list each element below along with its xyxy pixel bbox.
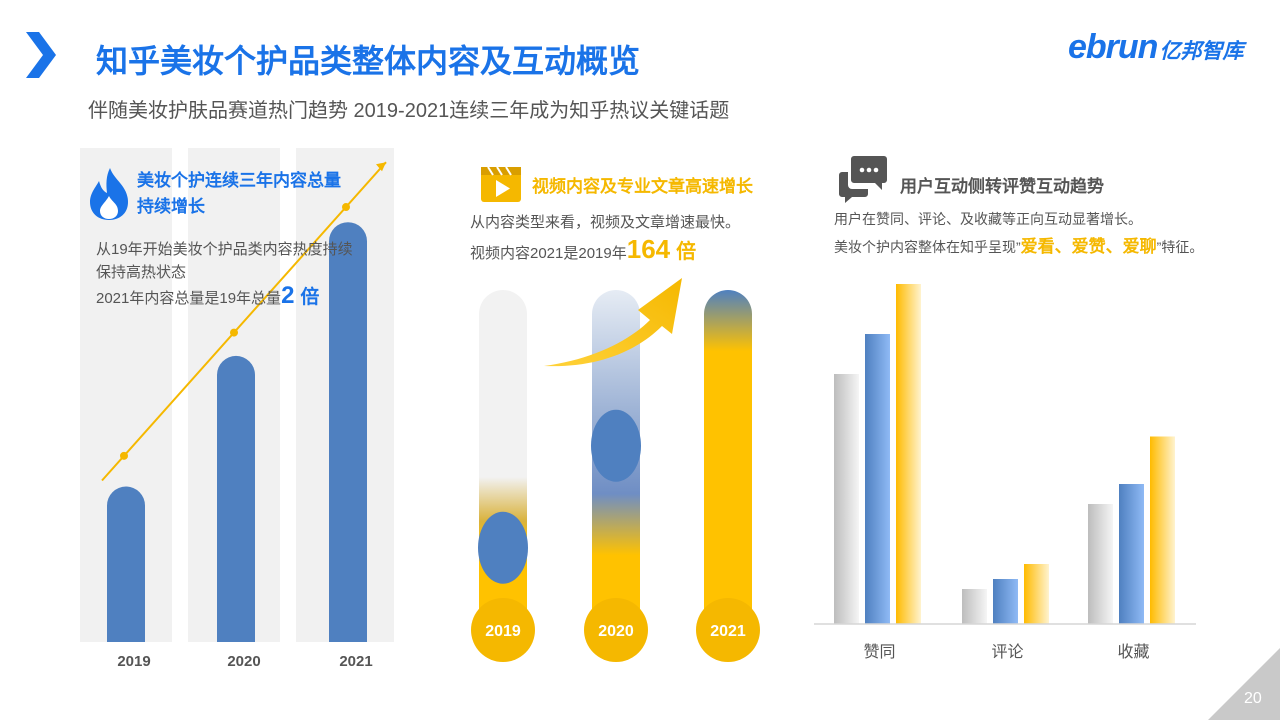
panel1-heading-line1: 美妆个护连续三年内容总量 [137,171,341,190]
panel1-desc-line1: 从19年开始美妆个护品类内容热度持续 [96,241,353,258]
trend-arrowhead [376,162,386,172]
panel2-heading: 视频内容及专业文章高速增长 [532,177,753,196]
panel3-desc-line1: 用户在赞同、评论、及收藏等正向互动显著增长。 [834,211,1142,227]
bar-评论-0 [962,589,987,624]
capsule-2021 [704,290,752,630]
bar-收藏-0 [1088,504,1113,624]
x-tick-2019: 2019 [485,623,521,640]
year-badge-2021 [696,598,760,662]
x-tick-收藏: 收藏 [1117,643,1149,661]
trend-point-2020 [230,328,238,337]
panel1-desc-line2: 保持高热状态 [96,264,187,281]
content-volume-chart: 2019 2020 2021 [80,148,394,670]
bar-收藏-1 [1119,484,1144,624]
x-tick-2020: 2020 [598,623,634,640]
year-badge-2019 [471,598,535,662]
brand-logo: ebrun亿邦智库 [1068,28,1243,67]
page-corner [1208,648,1280,720]
panel1-heading-line2: 持续增长 [137,197,205,216]
bar-赞同-0 [834,374,859,624]
panel2-desc-line1: 从内容类型来看，视频及文章增速最快。 [470,214,741,231]
panel1-description: 从19年开始美妆个护品类内容热度持续 保持高热状态 2021年内容总量是19年总… [96,238,353,310]
interaction-chart: 赞同 评论 收藏 [814,284,1196,661]
panel2-desc-text: 视频内容2021是2019年 [470,245,627,262]
panel3-desc-pre: 美妆个护内容整体在知乎呈现” [834,239,1021,255]
panel3-description: 用户在赞同、评论、及收藏等正向互动显著增长。 美妆个护内容整体在知乎呈现”爱看、… [834,206,1203,261]
panel3-desc-post: ”特征。 [1156,239,1204,255]
panel3-desc-line2: 美妆个护内容整体在知乎呈现”爱看、爱赞、爱聊”特征。 [834,233,1203,261]
level-bubble-2020 [591,409,641,482]
growth-arrow-icon [544,278,682,367]
x-tick-2019: 2019 [117,653,150,670]
year-badge-2020 [584,598,648,662]
logo-text-cn: 亿邦智库 [1159,40,1244,63]
video-play-icon [481,166,521,202]
panel2-multiplier-unit: 倍 [676,241,697,263]
panel2-multiplier: 164 [626,234,671,264]
trend-point-2021 [342,203,350,212]
bar-2019 [107,486,145,642]
panel2-desc-line2: 视频内容2021是2019年164 倍 [470,236,740,267]
panel1-multiplier-unit: 倍 [300,287,320,308]
trend-point-2019 [120,451,128,460]
page-title: 知乎美妆个护品类整体内容及互动概览 [96,43,641,79]
page-number: 20 [1244,690,1262,707]
panel3-heading: 用户互动侧转评赞互动趋势 [900,177,1104,196]
bar-赞同-1 [865,334,890,624]
bar-2020 [217,355,255,642]
trend-line [101,161,387,482]
x-tick-2021: 2021 [710,623,746,640]
panel1-desc-text: 2021年内容总量是19年总量 [96,290,282,307]
logo-text-en: ebrun [1068,28,1158,66]
chevron-right-icon [26,32,56,78]
panel1-heading: 美妆个护连续三年内容总量 持续增长 [137,168,341,220]
x-tick-2020: 2020 [227,653,260,670]
panel3-desc-highlight: 爱看、爱赞、爱聊 [1020,237,1157,256]
panel1-multiplier: 2 [281,282,295,309]
level-bubble-2019 [478,511,528,584]
bar-2021 [329,222,367,642]
bar-赞同-2 [896,284,921,624]
x-tick-赞同: 赞同 [863,643,895,661]
panel1-desc-line3: 2021年内容总量是19年总量2 倍 [96,284,353,310]
bar-收藏-2 [1150,436,1175,624]
panel2-description: 从内容类型来看，视频及文章增速最快。 视频内容2021是2019年164 倍 [470,210,740,267]
flame-icon [90,168,128,220]
bar-评论-1 [993,579,1018,624]
x-tick-评论: 评论 [991,643,1023,661]
chat-bubbles-icon [839,156,887,203]
x-tick-2021: 2021 [339,653,372,670]
bar-评论-2 [1024,564,1049,624]
video-growth-chart: 2019 2020 2021 [471,278,760,662]
page-subtitle: 伴随美妆护肤品赛道热门趋势 2019-2021连续三年成为知乎热议关键话题 [88,100,730,122]
